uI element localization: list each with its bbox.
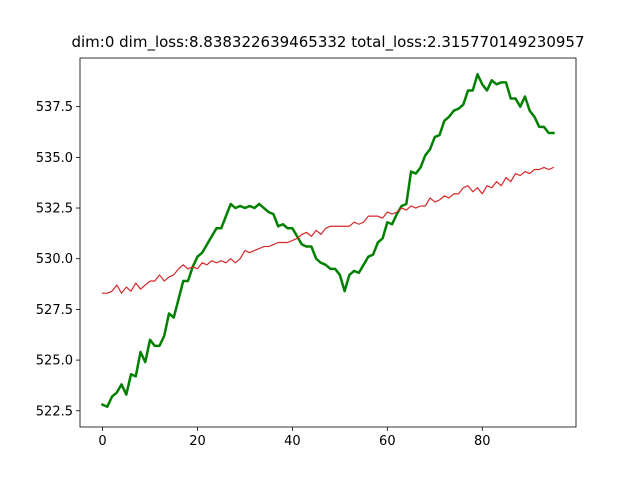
y-tick-label: 525.0 (36, 354, 73, 369)
x-tick-label: 0 (98, 434, 106, 449)
series-line-1 (100, 72, 555, 408)
y-tick-label: 532.5 (36, 202, 73, 217)
y-tick-label: 530.0 (36, 252, 73, 267)
y-tick-label: 537.5 (36, 100, 73, 115)
y-tick-label: 527.5 (36, 303, 73, 318)
x-tick-label: 80 (474, 434, 491, 449)
y-tick-label: 535.0 (36, 151, 73, 166)
x-tick-label: 60 (379, 434, 396, 449)
plot-frame (79, 57, 577, 428)
chart-title: dim:0 dim_loss:8.838322639465332 total_l… (71, 33, 585, 51)
x-tick-label: 40 (284, 434, 301, 449)
x-tick-label: 20 (189, 434, 206, 449)
y-tick-label: 522.5 (36, 404, 73, 419)
series-line-2 (101, 166, 555, 294)
